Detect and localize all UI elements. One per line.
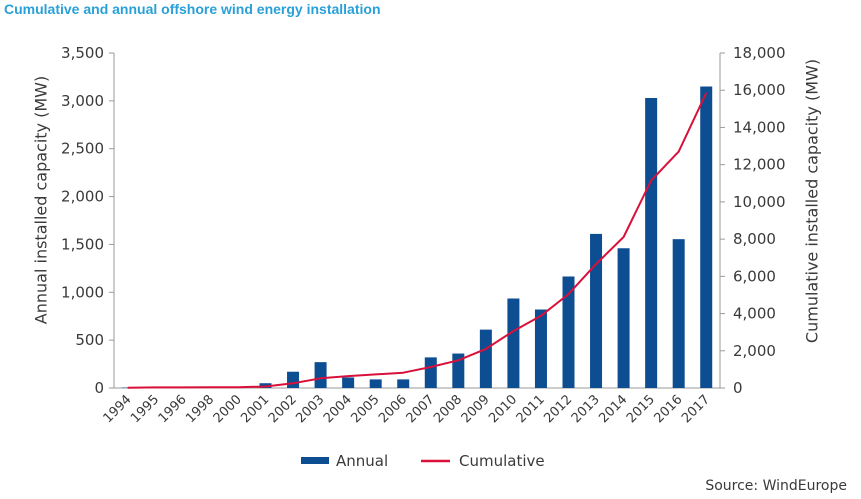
cumulative-point-2009	[485, 348, 487, 350]
x-tick-label: 2008	[431, 392, 465, 426]
annual-bar-2016	[672, 239, 685, 388]
cumulative-point-2001	[264, 385, 267, 388]
y-right-tick-label: 10,000	[733, 193, 786, 211]
annual-bar-2010	[507, 298, 520, 388]
y-right-axis-title: Cumulative installed capacity (MW)	[803, 59, 822, 343]
cumulative-point-2000	[237, 386, 239, 388]
x-tick-label: 1994	[101, 392, 135, 426]
cumulative-line-group	[127, 92, 708, 389]
y-right-tick-label: 4,000	[733, 305, 776, 323]
annual-bar-2002	[287, 371, 300, 388]
cumulative-point-2015	[650, 179, 652, 182]
annual-bar-2003	[314, 362, 327, 388]
cumulative-point-1996	[182, 386, 184, 389]
annual-bar-2012	[562, 276, 575, 388]
y-left-tick-label: 0	[94, 379, 104, 397]
cumulative-point-2016	[678, 151, 680, 153]
cumulative-point-2006	[402, 372, 404, 374]
y-left-tick-label: 1,000	[61, 283, 104, 301]
x-tick-label: 2016	[652, 392, 686, 426]
cumulative-point-2017	[705, 92, 707, 94]
x-tick-label: 2004	[321, 392, 355, 426]
x-tick-label: 2006	[376, 392, 410, 426]
x-tick-label: 2002	[266, 392, 300, 426]
y-left-axis-title: Annual installed capacity (MW)	[32, 76, 51, 324]
cumulative-point-2010	[512, 330, 515, 332]
cumulative-line	[127, 92, 708, 389]
cumulative-point-2002	[292, 382, 294, 384]
legend-annual-label: Annual	[336, 452, 388, 470]
y-right-tick-label: 2,000	[733, 342, 776, 360]
annual-bar-2017	[700, 86, 713, 388]
legend-cumulative-label: Cumulative	[459, 452, 545, 470]
cumulative-point-1995	[154, 386, 156, 389]
annual-bar-2015	[645, 97, 658, 388]
chart-title: Cumulative and annual offshore wind ener…	[4, 1, 381, 17]
x-tick-label: 2015	[624, 392, 658, 426]
y-left-tick-label: 500	[75, 331, 104, 349]
x-tick-label: 2003	[293, 392, 327, 426]
source-note: Source: WindEurope	[705, 478, 847, 494]
x-tick-label: 2001	[238, 392, 272, 426]
y-right-tick-label: 8,000	[733, 230, 776, 248]
x-tick-label: 1998	[183, 392, 217, 426]
x-tick-label: 2017	[679, 392, 713, 426]
annual-bar-2011	[534, 309, 547, 388]
cumulative-point-1998	[209, 386, 212, 388]
cumulative-point-2014	[622, 236, 625, 238]
annual-bar-2005	[369, 379, 382, 388]
x-tick-label: 2014	[596, 392, 630, 426]
y-left-tick-label: 2,500	[61, 140, 104, 158]
cumulative-point-2005	[375, 373, 377, 376]
annual-bar-2004	[342, 377, 355, 388]
y-left-tick-label: 3,000	[61, 92, 104, 110]
y-right-tick-label: 6,000	[733, 267, 776, 285]
x-tick-label: 2010	[486, 392, 520, 426]
x-tick-label: 2012	[541, 392, 575, 426]
x-tick-label: 1996	[156, 392, 190, 426]
x-tick-label: 2000	[211, 392, 245, 426]
annual-bar-2006	[397, 379, 410, 388]
y-right-tick-label: 12,000	[733, 156, 786, 174]
x-tick-label: 2007	[404, 392, 438, 426]
annual-bar-2013	[590, 233, 603, 388]
cumulative-point-2004	[347, 375, 349, 377]
cumulative-point-2003	[319, 377, 322, 379]
y-left-tick-label: 1,500	[61, 235, 104, 253]
x-tick-label: 2009	[459, 392, 493, 426]
y-right-tick-label: 18,000	[733, 44, 786, 62]
legend-annual-swatch	[301, 457, 329, 464]
x-tick-label: 2005	[349, 392, 383, 426]
x-tick-label: 1995	[128, 392, 162, 426]
cumulative-point-2007	[430, 366, 432, 368]
y-right-tick-label: 0	[733, 379, 743, 397]
annual-bar-2009	[479, 329, 492, 388]
cumulative-point-1994	[127, 387, 129, 389]
annual-bar-2008	[452, 353, 465, 388]
y-left-tick-label: 2,000	[61, 188, 104, 206]
cumulative-point-2013	[595, 263, 597, 265]
cumulative-point-2011	[540, 315, 542, 317]
y-left-tick-label: 3,500	[61, 44, 104, 62]
cumulative-point-2012	[567, 293, 570, 295]
y-right-tick-label: 16,000	[733, 81, 786, 99]
legend: Annual Cumulative	[301, 452, 545, 470]
cumulative-point-2008	[457, 359, 459, 361]
annual-bar-2014	[617, 248, 630, 388]
x-tick-label: 2013	[569, 392, 603, 426]
y-right-tick-label: 14,000	[733, 118, 786, 136]
annual-bar-2007	[424, 357, 437, 388]
x-tick-label: 2011	[514, 392, 548, 426]
